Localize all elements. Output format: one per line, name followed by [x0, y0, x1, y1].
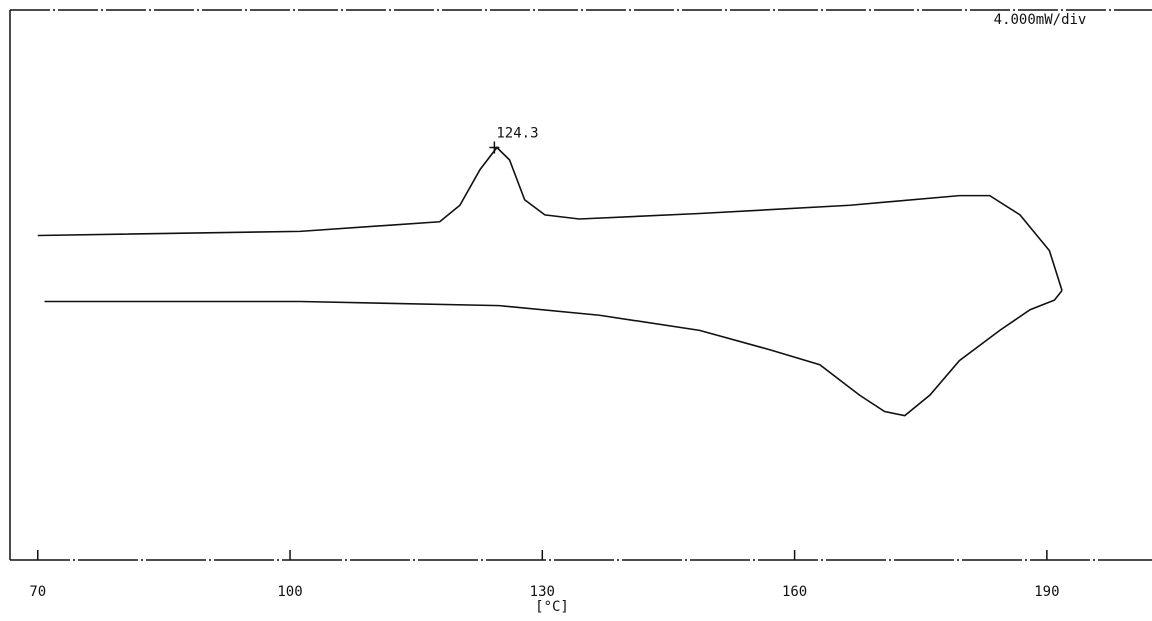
x-tick-label: 160 — [782, 584, 807, 600]
peak-marker — [489, 141, 500, 154]
scale-label: 4.000mW/div — [994, 12, 1087, 28]
x-tick-label: 100 — [277, 584, 302, 600]
curve — [44, 290, 1063, 417]
peak-label: 124.3 — [496, 126, 538, 142]
x-axis-label: [°C] — [535, 599, 569, 615]
x-tick-label: 190 — [1034, 584, 1059, 600]
x-tick-label: 130 — [530, 584, 555, 600]
x-tick-label: 70 — [29, 584, 46, 600]
curve — [37, 146, 1063, 291]
